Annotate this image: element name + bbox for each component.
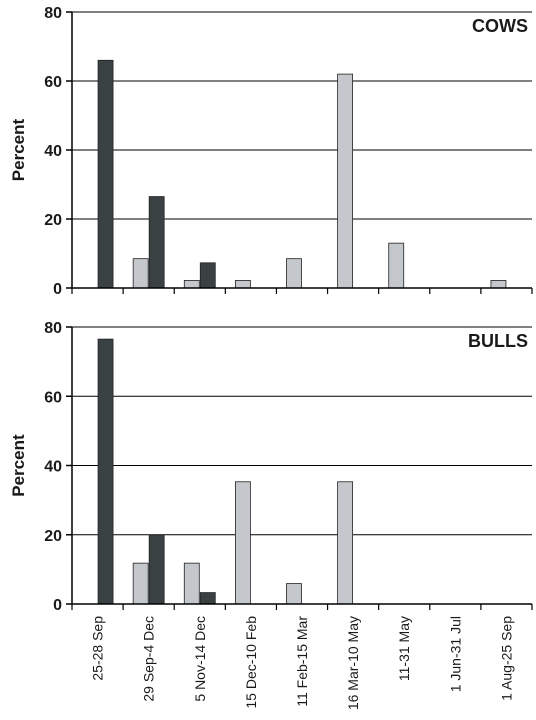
bulls-bar xyxy=(286,583,302,605)
cows-ytick-label: 60 xyxy=(44,74,62,91)
x-category-label: 15 Dec-10 Feb xyxy=(243,616,259,709)
bulls-bar xyxy=(183,562,200,605)
cows-bar xyxy=(148,196,165,289)
cows-ytick-label: 0 xyxy=(53,281,62,298)
bulls-bar xyxy=(148,534,165,605)
cows-bar xyxy=(286,258,302,289)
cows-bar xyxy=(490,280,507,289)
cows-bar xyxy=(199,262,216,289)
bulls-bar xyxy=(234,481,251,605)
x-category-label: 5 Nov-14 Dec xyxy=(192,616,208,702)
bulls-ytick-label: 0 xyxy=(53,597,62,614)
x-category-label: 29 Sep-4 Dec xyxy=(141,616,157,702)
cows-bar xyxy=(234,280,251,289)
x-category-label: 1 Aug-25 Sep xyxy=(498,616,514,701)
cows-bar xyxy=(97,59,114,289)
bulls-ytick-label: 60 xyxy=(44,389,62,406)
cows-bar xyxy=(183,280,200,289)
x-category-label: 11-31 May xyxy=(396,616,412,681)
cows-panel-title: COWS xyxy=(472,16,528,36)
bulls-bar xyxy=(199,592,216,605)
x-category-label: 11 Feb-15 Mar xyxy=(294,616,310,707)
bulls-y-axis-label: Percent xyxy=(9,434,28,497)
bulls-bar xyxy=(97,338,114,605)
cows-ytick-label: 40 xyxy=(44,143,62,160)
x-category-label: 25-28 Sep xyxy=(90,616,106,681)
cows-ytick-label: 20 xyxy=(44,212,62,229)
x-category-label: 1 Jun-31 Jul xyxy=(447,616,463,692)
x-category-label: 16 Mar-10 May xyxy=(345,616,361,710)
cows-bar xyxy=(132,258,149,289)
bulls-ytick-label: 40 xyxy=(44,459,62,476)
bulls-bar xyxy=(132,562,149,605)
bulls-bar xyxy=(337,481,354,605)
bulls-ytick-label: 20 xyxy=(44,528,62,545)
bulls-panel-title: BULLS xyxy=(468,331,528,351)
cows-bar xyxy=(388,242,405,289)
cows-bar xyxy=(337,73,354,289)
bulls-ytick-label: 80 xyxy=(44,320,62,337)
cows-y-axis-label: Percent xyxy=(9,118,28,181)
cows-ytick-label: 80 xyxy=(44,5,62,22)
